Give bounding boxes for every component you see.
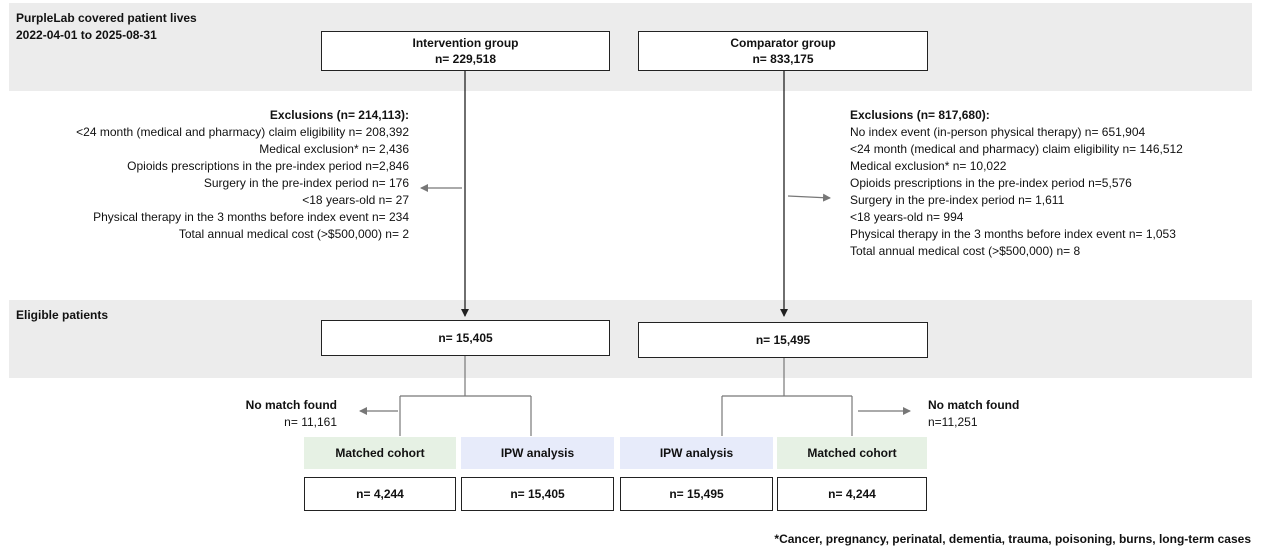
intervention-exclusion-item: Opioids prescriptions in the pre-index p… — [127, 159, 409, 173]
comparator-eligible-n: n= 15,495 — [755, 333, 811, 347]
comparator-no-match-n: n=11,251 — [928, 415, 978, 429]
footnote: *Cancer, pregnancy, perinatal, dementia,… — [774, 532, 1251, 546]
intervention-matched-cohort-label: Matched cohort — [304, 437, 456, 469]
intervention-ipw-n-box: n= 15,405 — [461, 477, 614, 511]
comparator-ipw-n-box: n= 15,495 — [620, 477, 773, 511]
comparator-exclusion-item: Total annual medical cost (>$500,000) n=… — [850, 244, 1081, 258]
intervention-eligible-n: n= 15,405 — [438, 331, 493, 345]
intervention-group-n: n= 229,518 — [434, 52, 497, 66]
intervention-eligible-box: n= 15,405 — [321, 320, 610, 356]
comparator-matched-n-box: n= 4,244 — [777, 477, 927, 511]
comparator-group-title: Comparator group — [730, 36, 836, 50]
comparator-exclusion-item: Physical therapy in the 3 months before … — [850, 227, 1176, 241]
comparator-group-n: n= 833,175 — [752, 52, 814, 66]
comparator-matched-cohort-label: Matched cohort — [777, 437, 927, 469]
intervention-exclusions: Exclusions (n= 214,113): <24 month (medi… — [76, 107, 409, 243]
date-range: 2022-04-01 to 2025-08-31 — [16, 28, 157, 42]
comparator-exclusion-item: Opioids prescriptions in the pre-index p… — [850, 176, 1132, 190]
comparator-exclusion-item: Surgery in the pre-index period n= 1,611 — [850, 193, 1065, 207]
intervention-no-match-n: n= 11,161 — [284, 415, 337, 429]
intervention-group-title: Intervention group — [412, 36, 519, 50]
intervention-exclusion-item: <24 month (medical and pharmacy) claim e… — [76, 125, 409, 139]
intervention-no-match: No match found n= 11,161 — [246, 397, 337, 431]
intervention-exclusion-item: Surgery in the pre-index period n= 176 — [203, 176, 409, 190]
comparator-matched-n: n= 4,244 — [828, 487, 876, 501]
source-title: PurpleLab covered patient lives — [16, 11, 197, 25]
intervention-exclusion-item: Physical therapy in the 3 months before … — [93, 210, 409, 224]
comparator-ipw-n: n= 15,495 — [669, 487, 724, 501]
comparator-exclusion-item: No index event (in-person physical thera… — [850, 125, 1146, 139]
intervention-no-match-title: No match found — [245, 398, 337, 412]
comparator-exclusion-item: <24 month (medical and pharmacy) claim e… — [850, 142, 1183, 156]
intervention-matched-n-box: n= 4,244 — [304, 477, 456, 511]
comparator-ipw-label: IPW analysis — [620, 437, 773, 469]
intervention-exclusion-item: Medical exclusion* n= 2,436 — [259, 142, 409, 156]
intervention-group-box: Intervention group n= 229,518 — [321, 31, 610, 71]
comparator-no-match: No match found n=11,251 — [928, 397, 1019, 431]
comparator-eligible-box: n= 15,495 — [638, 322, 928, 358]
comparator-exclusion-item: Medical exclusion* n= 10,022 — [850, 159, 1007, 173]
intervention-ipw-label: IPW analysis — [461, 437, 614, 469]
intervention-exclusions-title: Exclusions (n= 214,113): — [269, 108, 409, 122]
comparator-exclusion-item: <18 years-old n= 994 — [850, 210, 964, 224]
top-band — [9, 3, 1252, 91]
comparator-exclusions: Exclusions (n= 817,680): No index event … — [850, 107, 1183, 260]
intervention-exclusion-item: <18 years-old n= 27 — [302, 193, 409, 207]
eligible-label: Eligible patients — [16, 308, 109, 322]
comparator-group-box: Comparator group n= 833,175 — [638, 31, 928, 71]
intervention-ipw-n: n= 15,405 — [510, 487, 565, 501]
comparator-exclusions-title: Exclusions (n= 817,680): — [850, 108, 990, 122]
eligible-band — [9, 300, 1252, 378]
comparator-no-match-title: No match found — [928, 398, 1020, 412]
intervention-matched-n: n= 4,244 — [356, 487, 404, 501]
intervention-exclusion-item: Total annual medical cost (>$500,000) n=… — [178, 227, 409, 241]
